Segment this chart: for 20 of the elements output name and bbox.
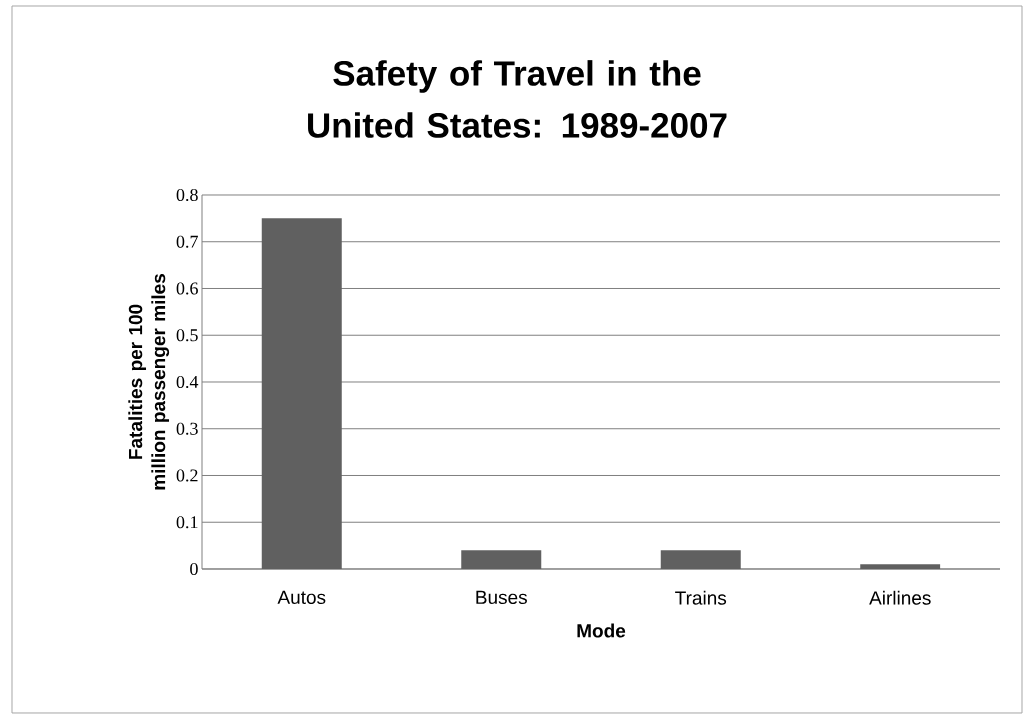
bar [860, 564, 941, 569]
y-tick-label: 0 [190, 562, 198, 576]
y-tick-label: 0.4 [176, 375, 199, 389]
bar [660, 550, 741, 569]
x-axis-title: Mode [577, 623, 626, 638]
x-tick-label: Autos [277, 590, 326, 605]
x-tick-label: Airlines [869, 590, 931, 605]
y-tick-label: 0.3 [176, 422, 198, 435]
bar [461, 550, 542, 569]
y-tick-label: 0.5 [176, 329, 198, 342]
chart-title: Safety of Travel in the United States: 1989-2007 [308, 60, 727, 138]
x-tick-label: Trains [675, 590, 727, 605]
y-axis-title: Fatalities per 100 million passenger miles [128, 274, 170, 490]
bar [261, 218, 342, 569]
y-tick-label: 0.2 [176, 469, 198, 482]
y-tick-label: 0.8 [176, 188, 198, 202]
x-tick-label: Buses [476, 590, 527, 605]
y-tick-label: 0.6 [176, 282, 198, 295]
y-tick-label: 0.7 [176, 235, 198, 248]
y-tick-label: 0.1 [176, 516, 198, 529]
